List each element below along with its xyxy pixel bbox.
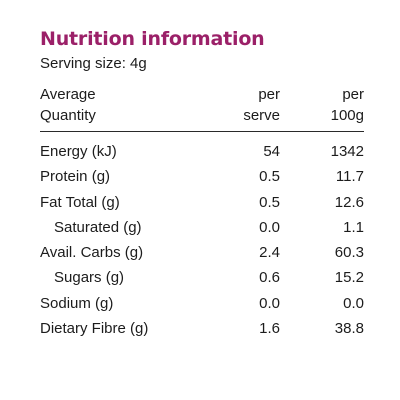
header-per-100g-line1: per (342, 86, 364, 103)
per-serve-value: 1.6 (259, 320, 280, 338)
per-serve-value: 54 (263, 143, 280, 160)
row-saturated: Saturated (g) 0.0 1.1 (40, 215, 364, 240)
nutrient-label: Dietary Fibre (g) (40, 320, 149, 338)
row-avail-carbs: Avail. Carbs (g) 2.4 60.3 (40, 240, 364, 265)
per-serve-value: 0.0 (259, 294, 280, 312)
row-energy: Energy (kJ) 54 1342 (40, 139, 364, 164)
row-dietary-fibre: Dietary Fibre (g) 1.6 38.8 (40, 316, 364, 341)
row-fat-total: Fat Total (g) 0.5 12.6 (40, 190, 364, 215)
table-header: Average Quantity per serve per 100g (40, 84, 364, 132)
nutrient-label: Sodium (g) (40, 294, 114, 312)
per-100g-value: 60.3 (334, 244, 364, 262)
per-100g-value: 11.7 (335, 168, 364, 186)
per-serve-value: 2.4 (259, 244, 280, 262)
nutrient-label: Fat Total (g) (40, 193, 120, 211)
per-100g-value: 1342 (330, 143, 364, 160)
row-sugars: Sugars (g) 0.6 15.2 (40, 265, 364, 290)
header-per-100g: per 100g (280, 84, 364, 126)
header-quantity-line1: Average (40, 86, 96, 103)
header-per-serve-line2: serve (243, 107, 280, 124)
nutrient-rows: Energy (kJ) 54 1342 Protein (g) 0.5 11.7… (40, 139, 364, 341)
per-100g-value: 12.6 (334, 193, 364, 211)
header-quantity: Average Quantity (40, 84, 200, 126)
panel-title: Nutrition information (40, 28, 265, 50)
row-protein: Protein (g) 0.5 11.7 (40, 164, 364, 189)
header-per-serve: per serve (200, 84, 280, 126)
header-per-serve-line1: per (258, 86, 280, 103)
per-100g-value: 38.8 (334, 320, 364, 338)
row-sodium: Sodium (g) 0.0 0.0 (40, 291, 364, 316)
per-serve-value: 0.6 (259, 269, 280, 287)
nutrient-label: Saturated (g) (54, 218, 142, 236)
nutrient-label: Energy (kJ) (40, 143, 117, 160)
nutrient-label: Sugars (g) (54, 269, 125, 287)
per-100g-value: 1.1 (343, 218, 364, 236)
per-100g-value: 15.2 (334, 269, 364, 287)
header-quantity-line2: Quantity (40, 107, 96, 124)
nutrition-panel: Nutrition information Serving size: 4g A… (40, 28, 364, 341)
nutrient-label: Protein (g) (40, 168, 111, 186)
per-serve-value: 0.5 (259, 193, 280, 211)
serving-size: Serving size: 4g (40, 55, 147, 72)
per-serve-value: 0.5 (259, 168, 280, 186)
per-100g-value: 0.0 (343, 294, 364, 312)
nutrient-label: Avail. Carbs (g) (40, 244, 144, 262)
header-per-100g-line2: 100g (330, 107, 364, 124)
per-serve-value: 0.0 (259, 218, 280, 236)
